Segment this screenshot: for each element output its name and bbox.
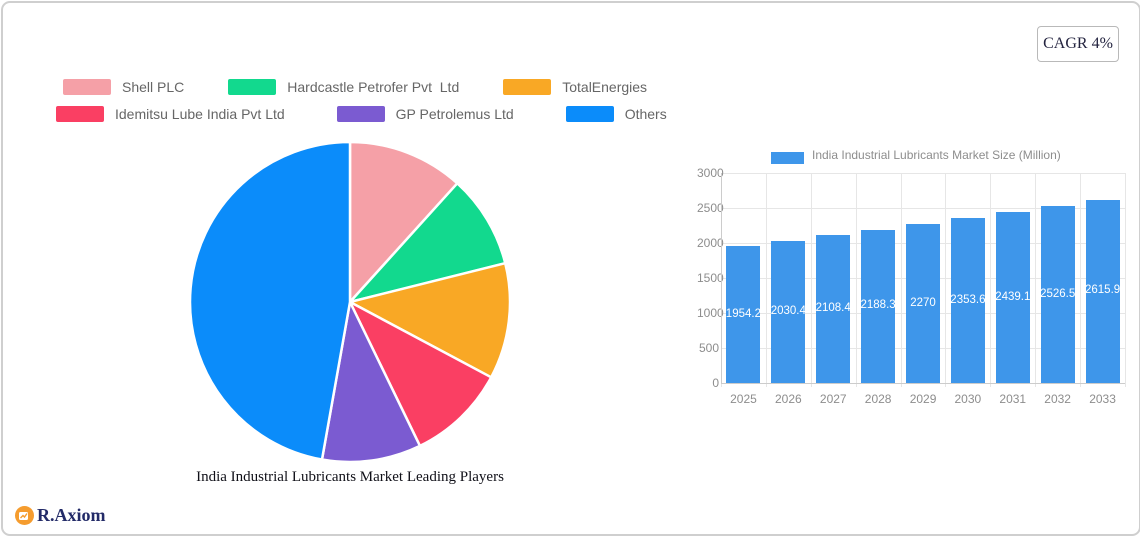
y-axis-tick-label: 2000 — [697, 236, 724, 250]
bar-value-label: 2108.4 — [815, 302, 851, 315]
bar-2027[interactable] — [816, 235, 851, 383]
bar-2029[interactable] — [906, 224, 940, 383]
bar-value-label: 1954.2 — [725, 307, 761, 320]
gridline-x — [1125, 173, 1126, 387]
gridline-x — [945, 173, 947, 387]
cagr-label: CAGR 4% — [1043, 35, 1113, 52]
gridline-x — [1035, 173, 1037, 387]
legend-item-hardcastle[interactable]: Hardcastle Petrofer Pvt Ltd — [228, 79, 459, 95]
gridline-x — [855, 173, 857, 387]
bar-value-label: 2188.3 — [860, 299, 896, 312]
x-axis-tick-label: 2030 — [954, 392, 982, 406]
bar-2026[interactable] — [771, 240, 806, 383]
gridline-x — [900, 173, 902, 387]
bar-value-label: 2526.5 — [1040, 287, 1076, 300]
bar-value-label: 2030.4 — [770, 304, 806, 317]
gridline-x — [765, 173, 767, 387]
x-axis-tick-label: 2031 — [999, 392, 1027, 406]
bar-value-label: 2615.9 — [1085, 284, 1121, 297]
x-axis-tick-label: 2027 — [819, 392, 847, 406]
legend-swatch-gp-petrolemus — [336, 106, 385, 122]
bar-value-label: 2353.6 — [950, 293, 986, 306]
legend-label: Idemitsu Lube India Pvt Ltd — [115, 106, 285, 122]
gridline-x — [990, 173, 992, 387]
pie-slice-others[interactable] — [188, 140, 352, 461]
legend-label: TotalEnergies — [562, 79, 648, 95]
y-axis-tick-label: 2500 — [697, 201, 724, 215]
pie-legend-row-1: Shell PLC Hardcastle Petrofer Pvt Ltd To… — [63, 79, 719, 95]
x-axis-tick-label: 2026 — [774, 392, 802, 406]
pie-slice-gp-petrolemus-ltd[interactable] — [320, 300, 422, 464]
gridline-x — [810, 173, 812, 387]
x-axis-tick-label: 2028 — [864, 392, 892, 406]
bar-2032[interactable] — [1040, 206, 1075, 383]
bar-2025[interactable] — [726, 246, 761, 383]
y-axis-tick-label: 0 — [712, 376, 719, 390]
bar-legend-swatch[interactable] — [771, 152, 804, 164]
legend-item-totalenergies[interactable]: TotalEnergies — [503, 79, 647, 95]
bar-2031[interactable] — [995, 212, 1030, 383]
cagr-badge: CAGR 4% — [1037, 26, 1119, 62]
legend-label: Hardcastle Petrofer Pvt Ltd — [287, 79, 460, 95]
bar-value-label: 2439.1 — [995, 290, 1031, 303]
bar-2030[interactable] — [950, 218, 985, 383]
legend-label: GP Petrolemus Ltd — [395, 106, 514, 122]
brand-logo: R.Axiom — [15, 505, 106, 526]
brand-name: R.Axiom — [37, 505, 106, 525]
legend-label: Shell PLC — [122, 79, 185, 95]
x-axis-tick-label: 2033 — [1089, 392, 1116, 406]
bar-value-label: 2270 — [910, 296, 936, 309]
legend-item-others[interactable]: Others — [565, 106, 667, 122]
x-axis-line — [721, 383, 1125, 384]
x-axis-tick-label: 2029 — [909, 392, 937, 406]
x-axis-tick-label: 2025 — [730, 392, 757, 406]
y-axis-tick-label: 1500 — [697, 271, 724, 285]
legend-item-idemitsu[interactable]: Idemitsu Lube India Pvt Ltd — [56, 106, 285, 122]
y-axis-line — [721, 173, 722, 383]
chart-logo-icon — [15, 506, 34, 525]
bar-2033[interactable] — [1085, 199, 1120, 383]
bar-2028[interactable] — [861, 229, 896, 383]
y-axis-tick-label: 1000 — [697, 306, 724, 320]
pie-chart[interactable] — [183, 135, 517, 469]
legend-swatch-others — [565, 106, 614, 122]
legend-swatch-hardcastle — [228, 79, 277, 95]
pie-legend: Shell PLC Hardcastle Petrofer Pvt Ltd To… — [56, 79, 719, 122]
legend-swatch-totalenergies — [503, 79, 552, 95]
legend-item-gp-petrolemus[interactable]: GP Petrolemus Ltd — [336, 106, 514, 122]
legend-swatch-shell — [63, 79, 111, 95]
pie-chart-title: India Industrial Lubricants Market Leadi… — [196, 469, 504, 485]
bar-legend-label: India Industrial Lubricants Market Size … — [812, 148, 1061, 162]
pie-slice-totalenergies[interactable] — [348, 261, 512, 379]
y-axis-tick-label: 500 — [698, 341, 719, 355]
legend-label: Others — [624, 106, 667, 122]
bar-chart: India Industrial Lubricants Market Size … — [697, 143, 1139, 413]
legend-item-shell[interactable]: Shell PLC — [63, 79, 184, 95]
y-axis-tick-label: 3000 — [697, 166, 724, 180]
pie-legend-row-2: Idemitsu Lube India Pvt Ltd GP Petrolemu… — [56, 106, 719, 122]
gridline-x — [1080, 173, 1082, 387]
gridline-y — [721, 173, 1125, 174]
gridline-y — [721, 208, 1125, 209]
pie-slice-shell-plc[interactable] — [348, 140, 459, 304]
pie-slice-idemitsu-lube-india-pvt-ltd[interactable] — [348, 300, 493, 448]
legend-swatch-idemitsu — [56, 106, 104, 122]
x-axis-tick-label: 2032 — [1044, 392, 1071, 406]
